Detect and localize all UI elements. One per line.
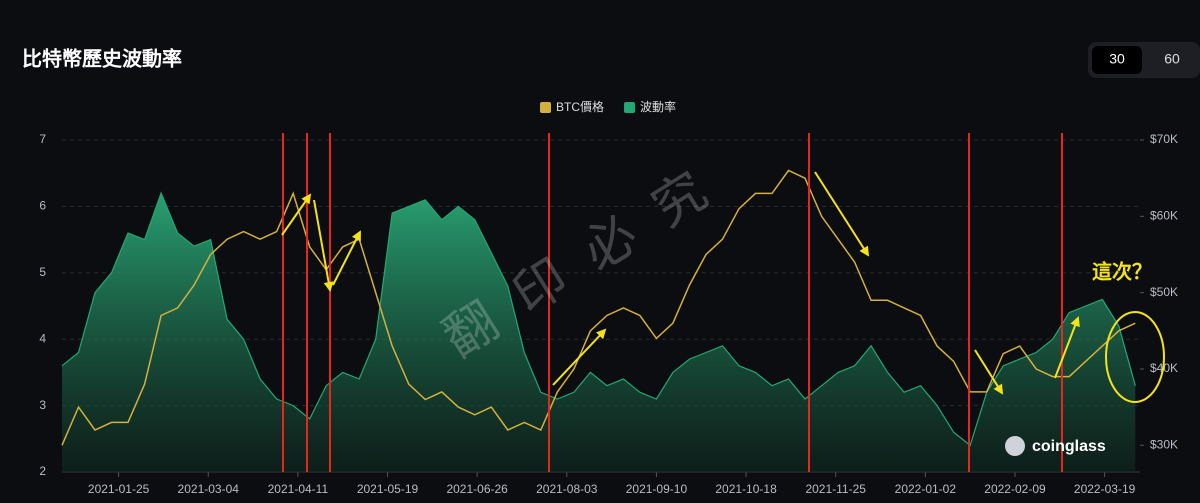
- x-tick-label: 2021-10-18: [715, 482, 777, 496]
- x-tick-label: 2021-06-26: [446, 482, 508, 496]
- y-tick-label: 4: [39, 331, 46, 345]
- arrow: [814, 171, 870, 257]
- y-tick-label: 3: [39, 398, 46, 412]
- logo-icon: [1005, 436, 1025, 456]
- x-tick-label: 2021-09-10: [626, 482, 688, 496]
- period-label[interactable]: 60: [1164, 51, 1180, 67]
- x-tick-label: 2022-03-19: [1074, 482, 1136, 496]
- legend-label: BTC價格: [556, 99, 604, 114]
- volatility-line: [61, 191, 1136, 447]
- logo: coinglass: [1032, 438, 1106, 455]
- highlight-circle: [1105, 311, 1165, 403]
- arrow: [974, 349, 1004, 395]
- x-tick-label: 2022-01-02: [895, 482, 957, 496]
- y-tick-label: 7: [39, 132, 46, 146]
- x-tick-label: 2022-02-09: [984, 482, 1046, 496]
- legend-swatch: [540, 102, 551, 113]
- annotation: 這次？: [1092, 259, 1152, 283]
- x-tick-label: 2021-04-11: [268, 482, 329, 496]
- period-label[interactable]: 30: [1109, 51, 1125, 67]
- arrow: [281, 193, 312, 236]
- arrow: [1054, 316, 1080, 379]
- x-tick-label: 2021-03-04: [178, 482, 240, 496]
- price-line: [61, 169, 1136, 446]
- x-tick-label: 2021-01-25: [88, 482, 150, 496]
- y2-tick-label: $30K: [1150, 437, 1178, 451]
- legend-label: 波動率: [640, 99, 676, 114]
- arrow: [552, 328, 607, 386]
- arrow: [332, 230, 361, 286]
- period-button-active[interactable]: [1092, 46, 1142, 74]
- arrow: [313, 199, 334, 292]
- y2-tick-label: $60K: [1150, 208, 1178, 222]
- y-tick-label: 6: [39, 199, 46, 213]
- x-tick-label: 2021-05-19: [357, 482, 419, 496]
- title: 比特幣歷史波動率: [22, 46, 182, 70]
- y2-tick-label: $50K: [1150, 285, 1178, 299]
- x-tick-label: 2021-11-25: [805, 482, 866, 496]
- y-tick-label: 5: [39, 265, 46, 279]
- annotations: [281, 133, 1165, 472]
- y2-tick-label: $70K: [1150, 132, 1178, 146]
- legend-swatch: [624, 102, 636, 113]
- x-tick-label: 2021-08-03: [536, 482, 598, 496]
- y-tick-label: 2: [39, 464, 46, 478]
